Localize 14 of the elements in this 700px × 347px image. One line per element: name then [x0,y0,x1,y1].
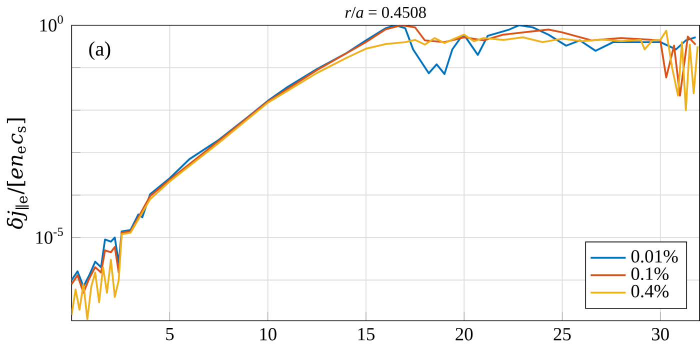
legend-label: 0.01% [631,250,678,263]
y-axis-title: δj$_{∥e}$/[en$_{e}$c$_{s}$] [6,118,29,229]
annotation: (a) [89,41,110,60]
legend-label: 0.1% [631,267,669,280]
x-tick-label: 15 [358,328,375,340]
x-tick-label: 10 [260,328,276,340]
x-tick-label: 25 [554,328,571,340]
y-tick-label: 10$^{0}$ [40,15,63,32]
chart-title: r/a = 0.4508 [345,6,426,18]
x-tick-label: 30 [652,328,669,340]
legend-label: 0.4% [631,284,669,298]
y-tick-label: 10$^{-5}$ [36,228,63,244]
x-tick-label: 5 [166,328,174,340]
x-tick-label: 20 [456,328,473,340]
